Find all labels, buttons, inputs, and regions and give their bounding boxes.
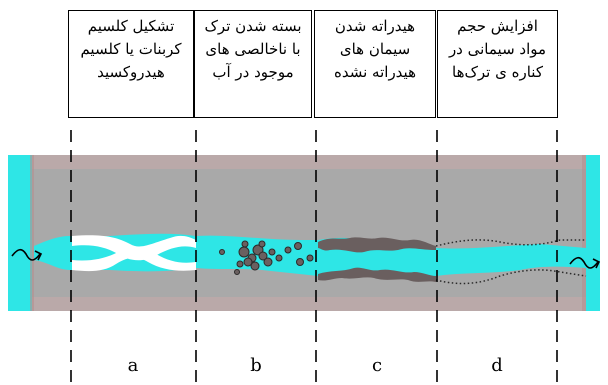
box-d-line-1: افزایش حجم bbox=[457, 17, 538, 35]
box-a-line-2: کربنات یا کلسیم bbox=[80, 40, 182, 58]
box-c-line-2: سیمان های bbox=[339, 40, 411, 58]
water-outflow-arrow-icon bbox=[569, 256, 601, 269]
box-c-line-3: هیدراته نشده bbox=[334, 63, 416, 81]
box-b-line-3: موجود در آب bbox=[212, 63, 294, 81]
box-a-line-1: تشکیل کلسیم bbox=[87, 17, 175, 35]
segment-label-b: b bbox=[250, 355, 262, 376]
mechanism-box-a: تشکیل کلسیم کربنات یا کلسیم هیدروکسید bbox=[68, 10, 194, 118]
box-c-line-1: هیدراته شدن bbox=[334, 17, 416, 35]
box-d-line-3: کناره ی ترک‌ها bbox=[452, 63, 543, 81]
water-inflow-arrow-icon bbox=[11, 248, 43, 261]
segment-label-a: a bbox=[127, 355, 139, 376]
expanded-cement-boundaries bbox=[435, 239, 587, 285]
box-b-line-2: با ناخالصی های bbox=[205, 40, 301, 58]
concrete-bottom-tint bbox=[30, 297, 586, 311]
segment-label-d: d bbox=[491, 355, 503, 376]
reservoir-right-border bbox=[582, 155, 586, 311]
segment-dividers bbox=[70, 130, 558, 385]
segment-label-c: c bbox=[371, 355, 383, 376]
reservoir-left-border bbox=[30, 155, 34, 311]
water-reservoir-right bbox=[586, 155, 600, 311]
mechanism-box-b: بسته شدن ترک با ناخالصی های موجود در آب bbox=[194, 10, 312, 118]
box-b-line-1: بسته شدن ترک bbox=[204, 17, 302, 35]
impurity-particles bbox=[219, 240, 314, 275]
mechanism-box-d: افزایش حجم مواد سیمانی در کناره ی ترک‌ها bbox=[437, 10, 558, 118]
concrete-specimen bbox=[8, 155, 600, 311]
box-d-line-2: مواد سیمانی در bbox=[448, 40, 547, 58]
mechanism-box-c: هیدراته شدن سیمان های هیدراته نشده bbox=[314, 10, 436, 118]
calcium-carbonate-deposit bbox=[72, 235, 196, 272]
box-a-line-3: هیدروکسید bbox=[97, 63, 165, 81]
concrete-top-tint bbox=[30, 155, 586, 169]
hydration-products bbox=[318, 237, 436, 282]
water-reservoir-left bbox=[8, 155, 32, 311]
